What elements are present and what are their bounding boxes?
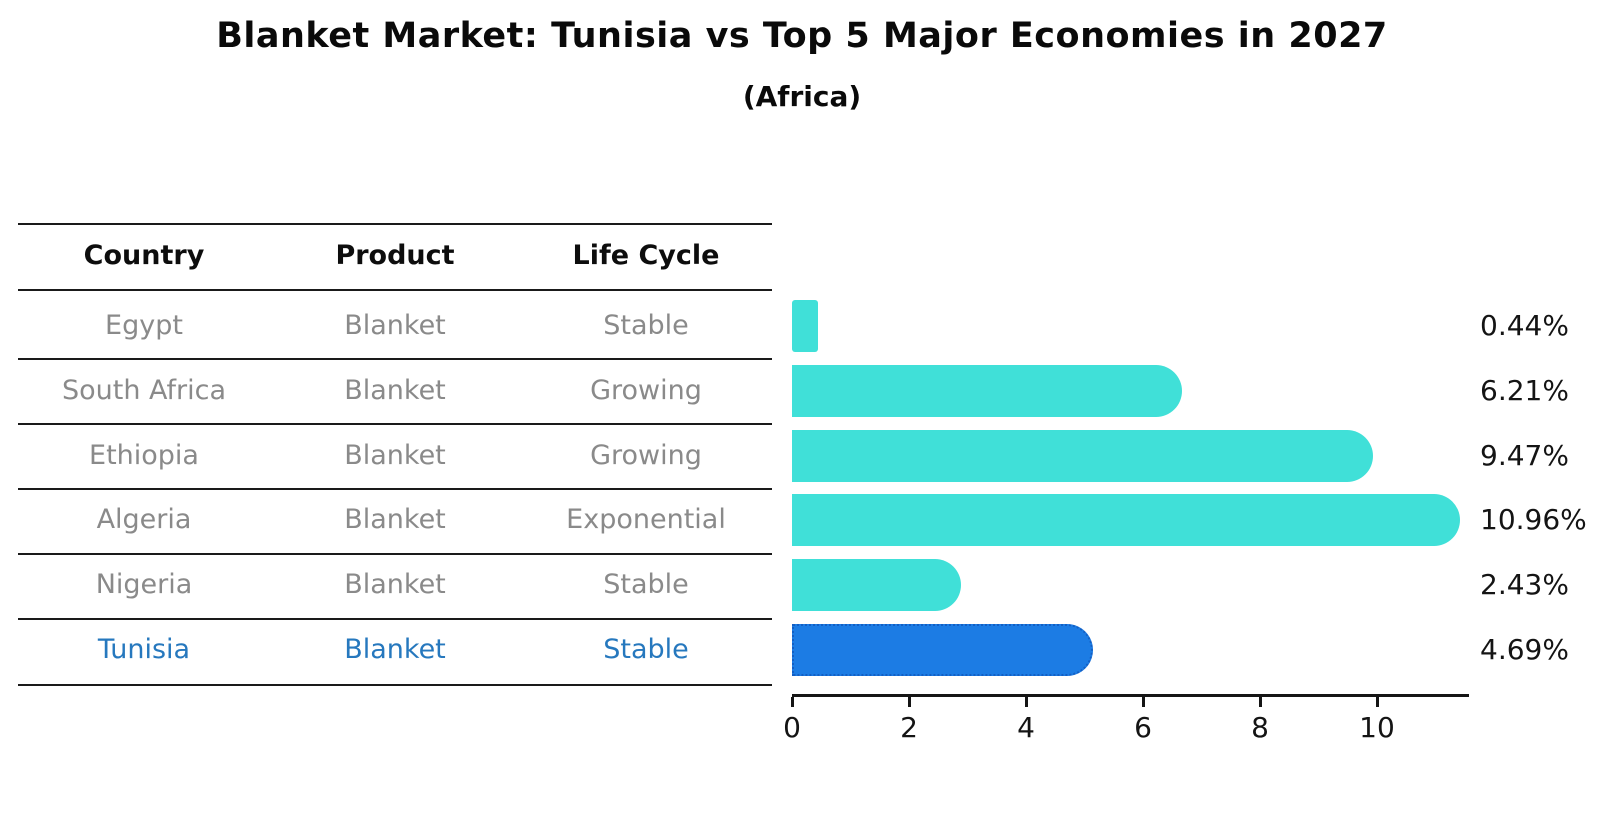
cell-life-cycle: Stable <box>603 310 689 341</box>
column-header-life-cycle: Life Cycle <box>572 240 720 271</box>
x-axis-tick <box>1142 697 1145 707</box>
value-label: 9.47% <box>1480 439 1569 472</box>
x-tick-label: 6 <box>1134 711 1152 744</box>
cell-country: Egypt <box>105 310 183 341</box>
cell-country: Nigeria <box>95 569 193 600</box>
bar-ethiopia <box>792 430 1373 482</box>
cell-life-cycle: Exponential <box>566 504 726 535</box>
value-label: 0.44% <box>1480 309 1569 342</box>
chart-title: Blanket Market: Tunisia vs Top 5 Major E… <box>216 16 1388 56</box>
cell-country: Algeria <box>96 504 192 535</box>
bar-nigeria <box>792 559 961 611</box>
cell-product: Blanket <box>344 440 446 471</box>
cell-life-cycle: Stable <box>603 569 689 600</box>
x-tick-label: 0 <box>783 711 801 744</box>
cell-life-cycle: Growing <box>590 375 702 406</box>
bar-tunisia-highlighted <box>792 624 1093 676</box>
x-tick-label: 4 <box>1017 711 1035 744</box>
table-row-divider <box>18 553 772 555</box>
cell-product-highlighted: Blanket <box>344 634 446 665</box>
table-row-divider <box>18 488 772 490</box>
table-row-divider <box>18 423 772 425</box>
bar-egypt <box>792 300 818 352</box>
table-row-divider <box>18 618 772 620</box>
cell-product: Blanket <box>344 310 446 341</box>
column-header-product: Product <box>335 240 455 271</box>
bar-south-africa <box>792 365 1182 417</box>
x-tick-label: 8 <box>1251 711 1269 744</box>
cell-country-highlighted: Tunisia <box>97 634 191 665</box>
table-bottom-border <box>18 684 772 686</box>
cell-life-cycle: Growing <box>590 440 702 471</box>
table-row-divider <box>18 358 772 360</box>
cell-product: Blanket <box>344 375 446 406</box>
cell-country: Ethiopia <box>89 440 199 471</box>
value-label: 2.43% <box>1480 568 1569 601</box>
column-header-country: Country <box>83 240 205 271</box>
table-header-border <box>18 289 772 291</box>
cell-life-cycle-highlighted: Stable <box>603 634 689 665</box>
x-axis-tick <box>1259 697 1262 707</box>
x-axis-tick <box>1376 697 1379 707</box>
value-label: 4.69% <box>1480 633 1569 666</box>
x-tick-label: 10 <box>1359 711 1395 744</box>
cell-country: South Africa <box>61 375 227 406</box>
x-axis-tick <box>791 697 794 707</box>
cell-product: Blanket <box>344 569 446 600</box>
x-axis-tick <box>908 697 911 707</box>
cell-product: Blanket <box>344 504 446 535</box>
x-axis-line <box>792 694 1469 697</box>
value-label: 6.21% <box>1480 374 1569 407</box>
chart-subtitle: (Africa) <box>742 80 862 113</box>
value-label: 10.96% <box>1480 503 1587 536</box>
table-top-border <box>18 223 772 225</box>
x-axis-tick <box>1025 697 1028 707</box>
bar-algeria <box>792 494 1460 546</box>
x-tick-label: 2 <box>900 711 918 744</box>
